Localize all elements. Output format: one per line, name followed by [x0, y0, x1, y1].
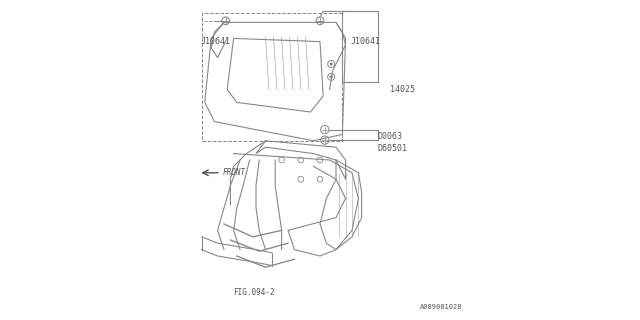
- Text: J10641: J10641: [351, 37, 380, 46]
- Circle shape: [330, 75, 333, 78]
- Text: J10641: J10641: [201, 37, 231, 46]
- Text: A089001028: A089001028: [420, 304, 463, 310]
- Text: D60501: D60501: [378, 144, 408, 153]
- Text: D0063: D0063: [378, 132, 403, 140]
- Text: FRONT: FRONT: [223, 168, 246, 177]
- Text: 14025: 14025: [390, 85, 415, 94]
- Circle shape: [330, 62, 333, 66]
- Text: FIG.094-2: FIG.094-2: [234, 288, 275, 297]
